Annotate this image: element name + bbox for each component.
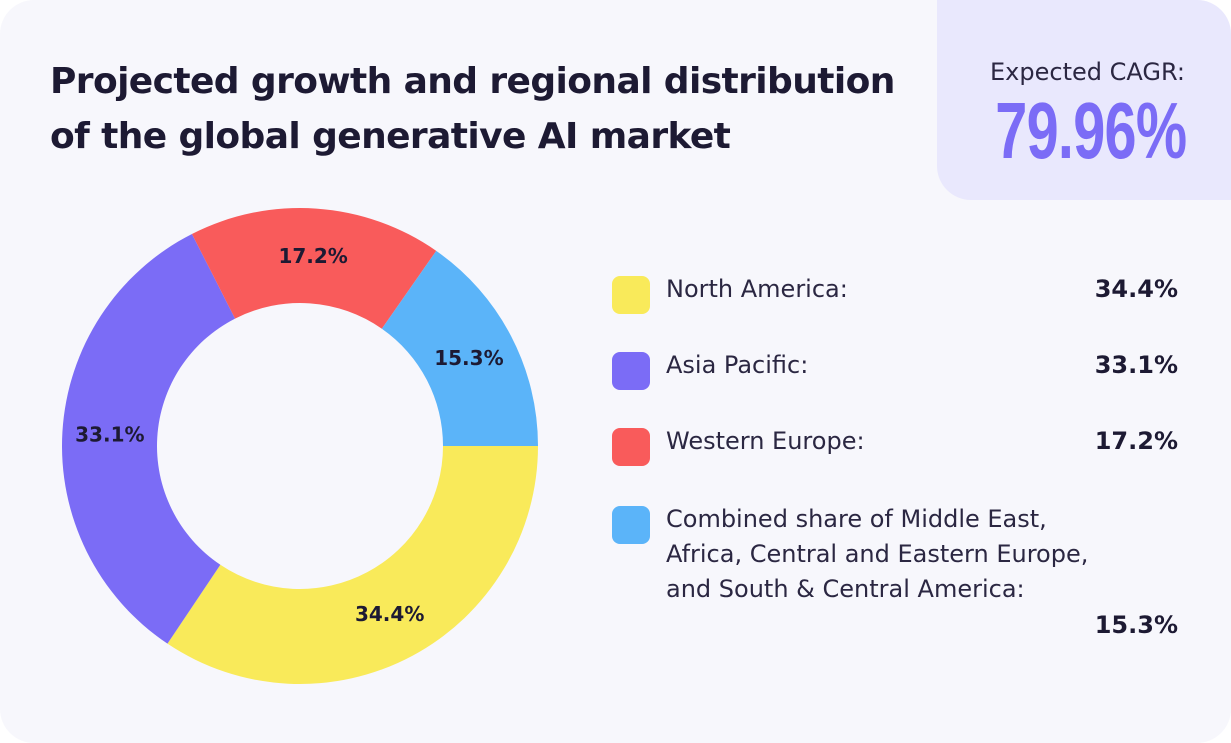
legend-label-other-regions: Combined share of Middle East, Africa, C…: [666, 505, 1089, 603]
donut-slice-other-regions: [381, 250, 538, 446]
slice-label-western-europe: 17.2%: [278, 244, 347, 268]
legend-value-other-regions: 15.3%: [1094, 611, 1178, 639]
donut-slice-western-europe: [191, 207, 437, 329]
legend-swatch-other-regions: [612, 506, 650, 544]
donut-chart: 34.4% 33.1% 17.2% 15.3%: [61, 207, 538, 684]
legend-label-western-europe: Western Europe:: [666, 427, 865, 455]
chart-legend: North America: 34.4% Asia Pacific: 33.1%…: [612, 0, 1192, 743]
legend-label-north-america: North America:: [666, 275, 848, 303]
slice-label-asia-pacific: 33.1%: [75, 423, 144, 447]
legend-value-asia-pacific: 33.1%: [1094, 351, 1178, 379]
legend-swatch-asia-pacific: [612, 352, 650, 390]
slice-label-north-america: 34.4%: [355, 602, 424, 626]
chart-title-line-1: Projected growth and regional distributi…: [50, 61, 895, 102]
slice-label-other-regions: 15.3%: [434, 346, 503, 370]
legend-value-north-america: 34.4%: [1094, 275, 1178, 303]
legend-label-asia-pacific: Asia Pacific:: [666, 351, 809, 379]
legend-swatch-western-europe: [612, 428, 650, 466]
chart-title-line-2: of the global generative AI market: [50, 116, 731, 157]
cagr-label: Expected CAGR:: [990, 58, 1185, 86]
chart-title: Projected growth and regional distributi…: [50, 54, 910, 164]
legend-swatch-north-america: [612, 276, 650, 314]
donut-slice-asia-pacific: [61, 233, 236, 644]
cagr-value: 79.96%: [994, 86, 1187, 175]
donut-slice-north-america: [167, 446, 538, 684]
cagr-panel: Expected CAGR: 79.96%: [937, 0, 1231, 200]
legend-value-western-europe: 17.2%: [1094, 427, 1178, 455]
